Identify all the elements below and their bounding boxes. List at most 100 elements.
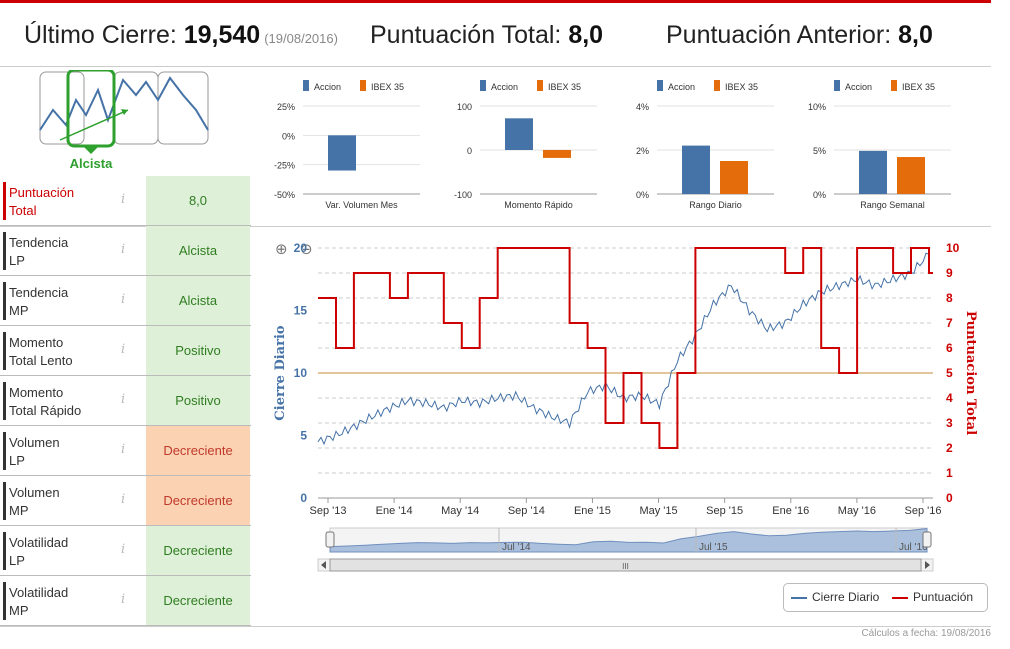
info-icon[interactable]: i xyxy=(121,442,126,457)
y-tick-label: 5 xyxy=(300,429,307,443)
indicator-value: Decreciente xyxy=(146,476,250,525)
mini-ytick: -100 xyxy=(454,190,472,200)
info-icon[interactable]: i xyxy=(121,292,126,307)
zoom-out-icon[interactable]: ⊖ xyxy=(300,241,313,258)
row-marker xyxy=(3,232,6,270)
mini-charts-svg: Accion IBEX 35 25% 0% -25% -50% Var. Volumen M… xyxy=(274,80,951,210)
y2-tick-label: 6 xyxy=(946,341,953,355)
legend-swatch xyxy=(360,80,366,91)
info-icon[interactable]: i xyxy=(121,492,126,507)
indicator-row: Puntuación Total i 8,0 xyxy=(0,176,251,226)
y2-tick-label: 8 xyxy=(946,291,953,305)
indicator-label: Puntuación Total xyxy=(9,185,75,218)
y2-axis-label: Puntuacion Total xyxy=(963,311,978,435)
scrollbar-thumb[interactable] xyxy=(329,558,922,572)
mini-bar xyxy=(720,161,748,194)
indicator-row: Volumen LP i Decreciente xyxy=(0,426,251,476)
divider xyxy=(0,626,991,627)
scroll-right-icon[interactable] xyxy=(925,561,930,569)
y2-tick-label: 2 xyxy=(946,441,953,455)
navigator-handle[interactable] xyxy=(922,531,932,548)
row-marker xyxy=(3,432,6,470)
last-close: Último Cierre: 19,540 (19/08/2016) xyxy=(24,21,338,49)
navigator-label: Jul '16 xyxy=(899,542,928,553)
legend-swatch xyxy=(891,80,897,91)
mini-charts: Accion IBEX 35 25% 0% -25% -50% Var. Volumen M… xyxy=(255,72,991,222)
y-tick-label: 15 xyxy=(294,304,308,318)
y2-tick-label: 9 xyxy=(946,266,953,280)
info-icon[interactable]: i xyxy=(121,392,126,407)
row-marker xyxy=(3,182,6,220)
x-tick-label: Sep '15 xyxy=(706,505,743,517)
series-puntuacion xyxy=(318,247,933,449)
y2-tick-label: 7 xyxy=(946,316,953,330)
info-icon[interactable]: i xyxy=(121,192,126,207)
x-tick-label: Ene '14 xyxy=(376,505,413,517)
indicator-value: Decreciente xyxy=(146,526,250,575)
row-marker xyxy=(3,482,6,520)
mini-ytick: 0% xyxy=(282,131,295,141)
total-score: Puntuación Total: 8,0 xyxy=(370,21,604,49)
y-axis-label: Cierre Diario xyxy=(273,325,288,420)
indicator-label: Momento Total Rápido xyxy=(9,385,82,418)
mini-ytick: 0 xyxy=(467,146,472,156)
mini-legend-label: IBEX 35 xyxy=(902,82,935,92)
x-tick-label: Ene '16 xyxy=(772,505,809,517)
indicator-label: Volatilidad MP xyxy=(9,585,69,618)
indicator-value: Alcista xyxy=(146,226,250,275)
y2-tick-label: 4 xyxy=(946,391,953,405)
indicator-label: Tendencia MP xyxy=(9,285,69,318)
indicator-table: Puntuación Total i 8,0 Tendencia LP i Alcista Te… xyxy=(0,176,251,626)
x-tick-label: Sep '16 xyxy=(905,505,942,517)
mini-bar xyxy=(328,135,356,171)
info-icon[interactable]: i xyxy=(121,242,126,257)
navigator-label: Jul '15 xyxy=(699,542,728,553)
mini-bar xyxy=(505,118,533,150)
indicator-value: Positivo xyxy=(146,376,250,425)
mini-ytick: 5% xyxy=(813,146,826,156)
legend-swatch xyxy=(537,80,543,91)
indicator-row: Tendencia LP i Alcista xyxy=(0,226,251,276)
mini-chart: Accion IBEX 35 10% 5% 0% Rango Semanal xyxy=(808,80,951,210)
mini-ytick: -25% xyxy=(274,161,295,171)
indicator-row: Volatilidad MP i Decreciente xyxy=(0,576,251,626)
indicator-value: Decreciente xyxy=(146,426,250,475)
navigator-series xyxy=(329,528,928,553)
indicator-value: Decreciente xyxy=(146,576,250,625)
mini-chart: Accion IBEX 35 4% 2% 0% Rango Diario xyxy=(636,80,774,210)
legend-swatch xyxy=(480,80,486,91)
scroll-left-icon[interactable] xyxy=(321,561,326,569)
mini-ytick: 0% xyxy=(813,190,826,200)
info-icon[interactable]: i xyxy=(121,592,126,607)
mini-bar xyxy=(897,157,925,194)
legend-item-puntuacion[interactable]: Puntuación xyxy=(892,590,973,604)
top-accent-line xyxy=(0,0,991,3)
mini-chart-title: Rango Diario xyxy=(689,200,742,210)
navigator-label: Jul '14 xyxy=(502,542,531,553)
y2-tick-label: 3 xyxy=(946,416,953,430)
legend-item-cierre[interactable]: Cierre Diario xyxy=(791,590,879,604)
mini-legend-label: Accion xyxy=(668,82,695,92)
indicator-row: Tendencia MP i Alcista xyxy=(0,276,251,326)
indicator-label: Volatilidad LP xyxy=(9,535,69,568)
row-marker xyxy=(3,582,6,620)
indicator-value: 8,0 xyxy=(146,176,250,225)
mini-chart-title: Momento Rápido xyxy=(504,200,573,210)
trend-illustration: Alcista xyxy=(39,70,209,171)
footer-date: Cálculos a fecha: 19/08/2016 xyxy=(861,628,991,639)
scrollbar-grip-icon: III xyxy=(622,562,629,571)
y2-tick-label: 5 xyxy=(946,366,953,380)
row-marker xyxy=(3,532,6,570)
x-tick-label: Ene '15 xyxy=(574,505,611,517)
y-tick-label: 0 xyxy=(300,491,307,505)
info-icon[interactable]: i xyxy=(121,542,126,557)
row-marker xyxy=(3,382,6,420)
navigator-handle[interactable] xyxy=(325,531,335,548)
info-icon[interactable]: i xyxy=(121,342,126,357)
y2-tick-label: 1 xyxy=(946,466,953,480)
mini-ytick: 10% xyxy=(808,102,826,112)
x-tick-label: May '16 xyxy=(838,505,876,517)
x-tick-label: May '15 xyxy=(639,505,677,517)
y2-tick-label: 10 xyxy=(946,241,960,255)
zoom-in-icon[interactable]: ⊕ xyxy=(275,241,288,258)
